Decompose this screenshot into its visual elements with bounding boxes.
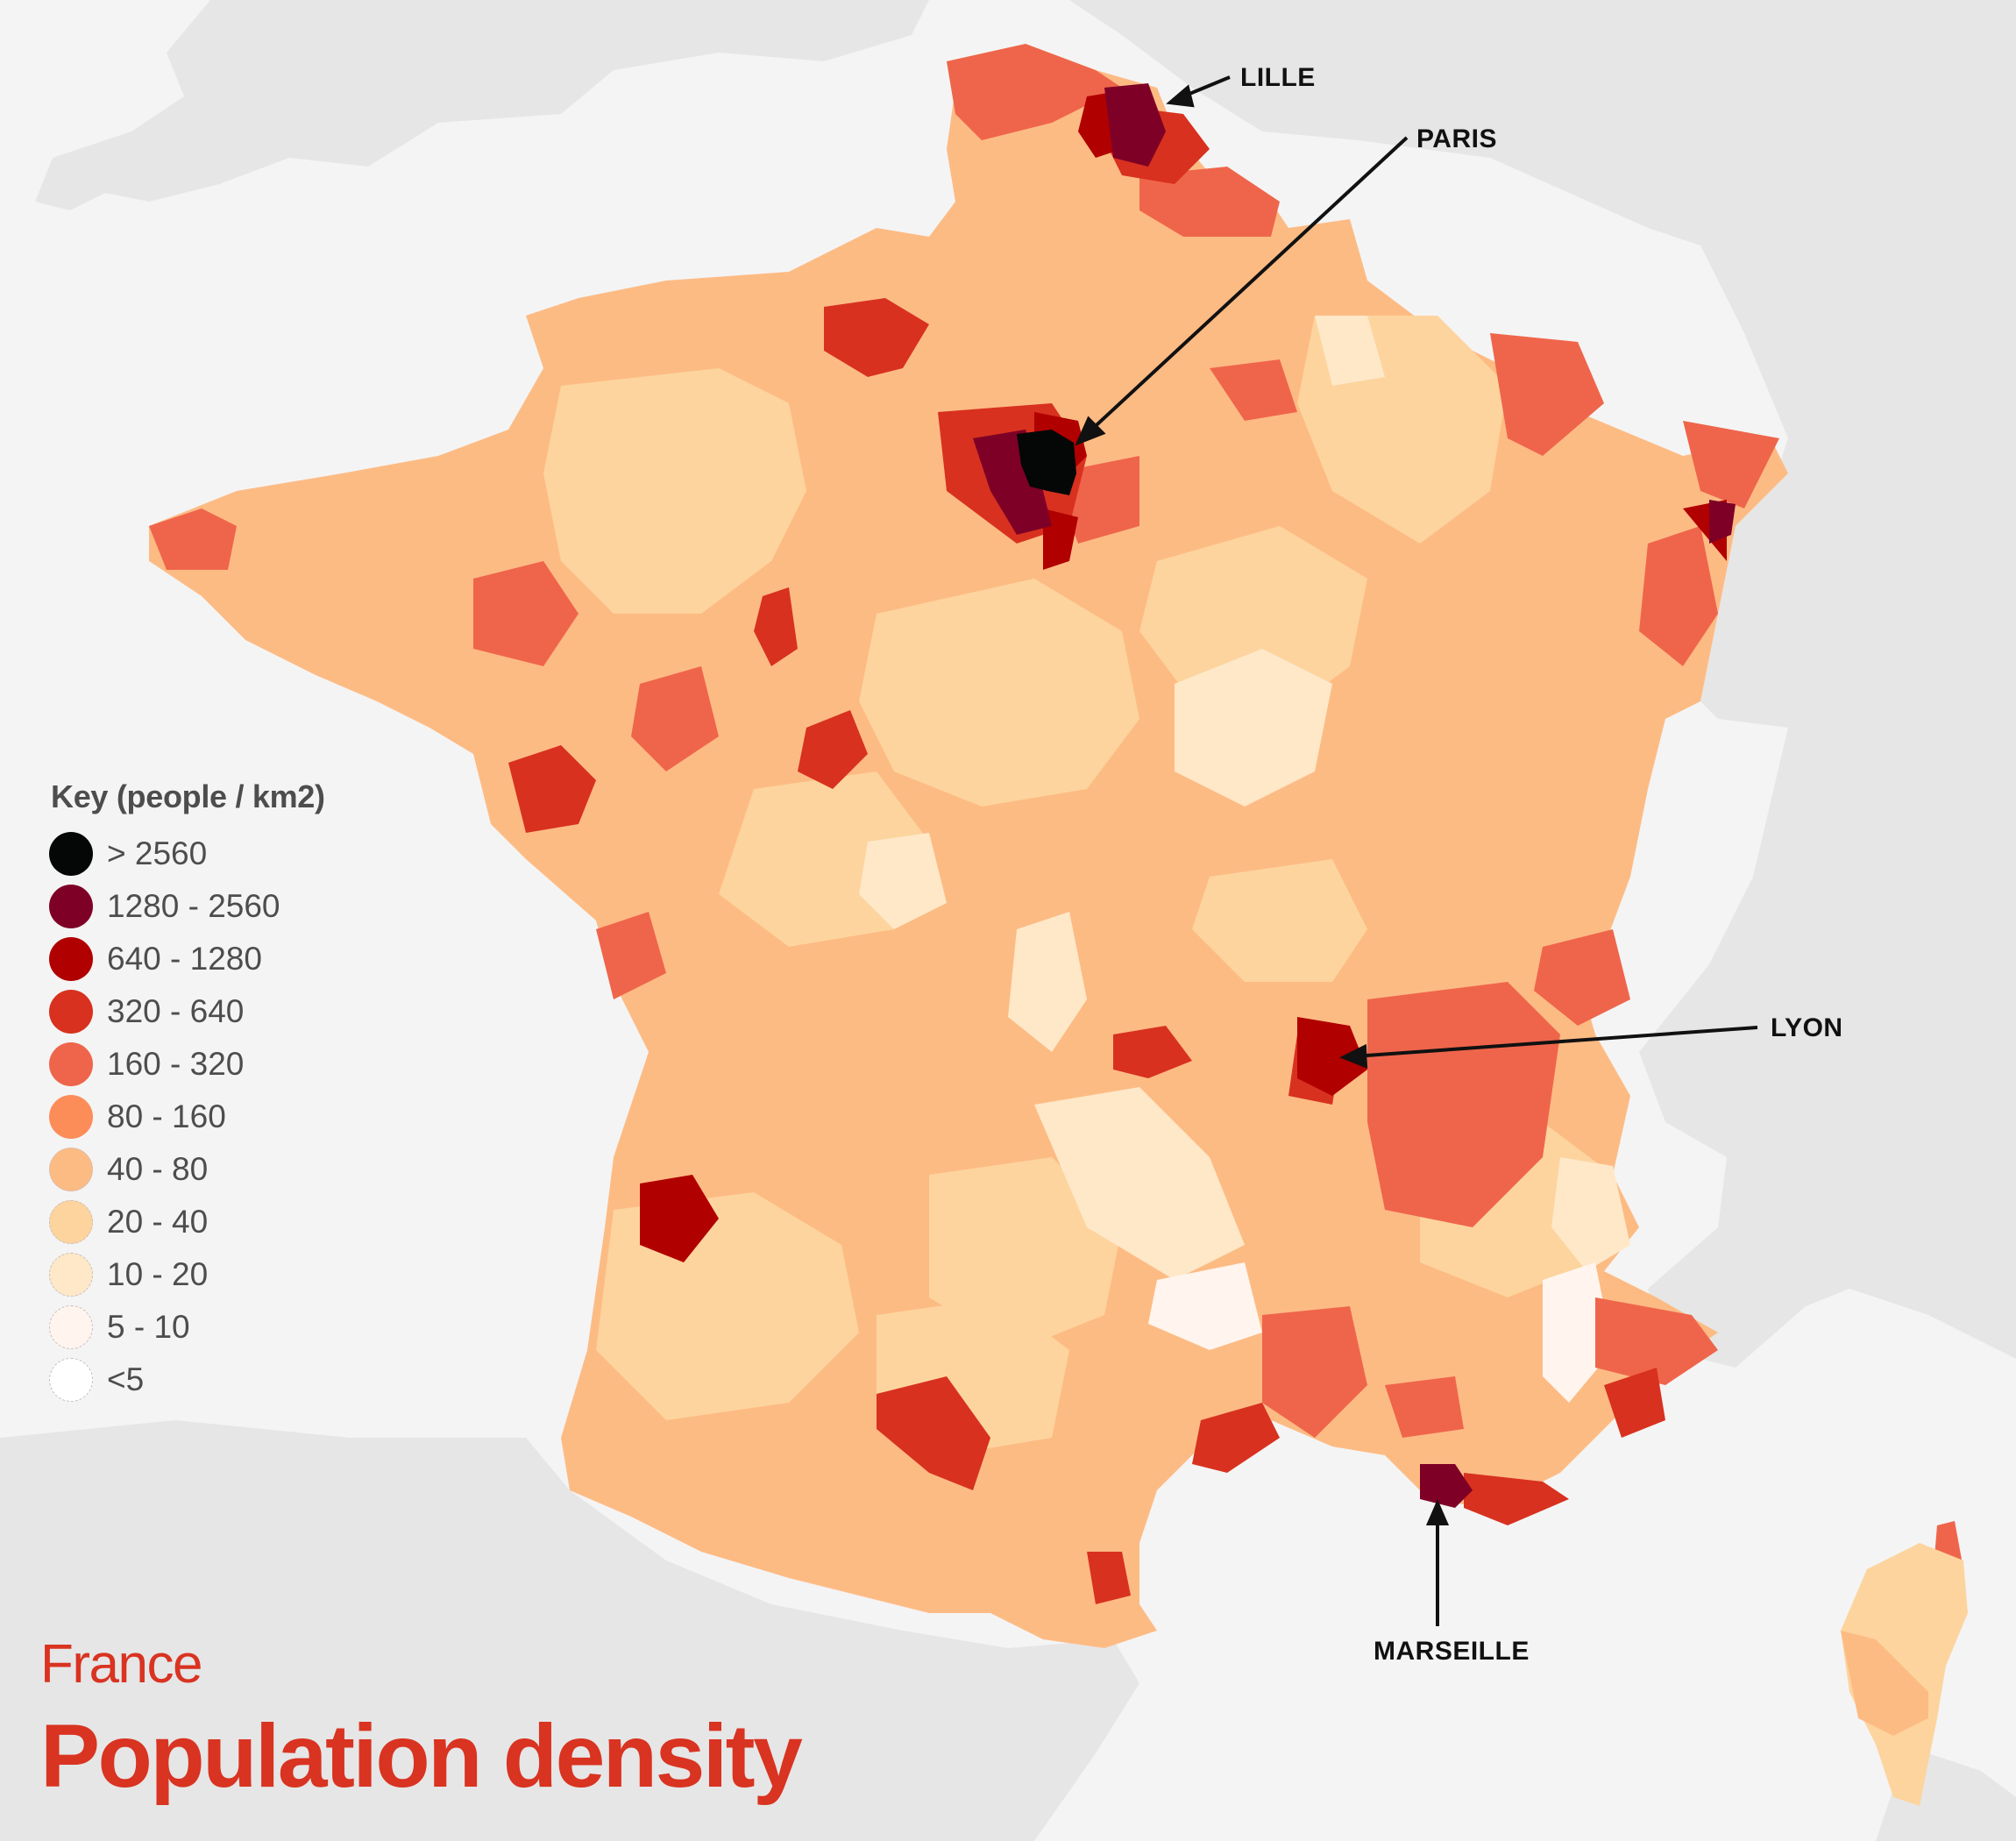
legend-label: 320 - 640 bbox=[107, 993, 245, 1029]
legend-swatch-icon bbox=[49, 1200, 93, 1244]
legend-item: 5 - 10 bbox=[49, 1301, 325, 1354]
legend-swatch-icon bbox=[49, 990, 93, 1034]
lyon-arrow-icon bbox=[1353, 1026, 1758, 1058]
legend-item: 80 - 160 bbox=[49, 1091, 325, 1143]
spain-landmass bbox=[0, 1420, 1139, 1841]
france-regions bbox=[149, 44, 1968, 1806]
legend-swatch-icon bbox=[49, 1253, 93, 1297]
legend-label: 20 - 40 bbox=[107, 1204, 209, 1240]
central-europe-landmass bbox=[1069, 0, 2016, 1368]
legend-label: 10 - 20 bbox=[107, 1256, 209, 1292]
city-label-lille: LILLE bbox=[1240, 63, 1316, 92]
legend-label: 5 - 10 bbox=[107, 1309, 190, 1345]
legend-item: 1280 - 2560 bbox=[49, 880, 325, 933]
paris-arrow-icon bbox=[1085, 136, 1409, 436]
legend-item: 160 - 320 bbox=[49, 1038, 325, 1091]
legend-swatch-icon bbox=[49, 1358, 93, 1402]
city-label-marseille: MARSEILLE bbox=[1374, 1637, 1530, 1666]
legend-item: 320 - 640 bbox=[49, 985, 325, 1038]
city-label-paris: PARIS bbox=[1416, 124, 1497, 153]
map-subtitle: France bbox=[40, 1634, 202, 1695]
paris-region bbox=[1017, 430, 1076, 495]
legend-label: 1280 - 2560 bbox=[107, 888, 280, 924]
map-title: Population density bbox=[40, 1706, 803, 1806]
legend-label: > 2560 bbox=[107, 835, 208, 871]
legend-item: 640 - 1280 bbox=[49, 933, 325, 985]
uk-landmass bbox=[35, 0, 929, 210]
legend-swatch-icon bbox=[49, 832, 93, 876]
legend-swatch-icon bbox=[49, 885, 93, 928]
legend-swatch-icon bbox=[49, 1305, 93, 1349]
legend-swatch-icon bbox=[49, 1148, 93, 1191]
title-block: France Population density bbox=[40, 1634, 803, 1806]
annotation-arrows bbox=[1075, 75, 1758, 1626]
legend-swatch-icon bbox=[49, 1095, 93, 1139]
legend-label: 40 - 80 bbox=[107, 1151, 209, 1187]
legend-label: 160 - 320 bbox=[107, 1046, 245, 1082]
legend-item: > 2560 bbox=[49, 828, 325, 880]
legend-item: 20 - 40 bbox=[49, 1196, 325, 1248]
legend-item: <5 bbox=[49, 1354, 325, 1406]
legend-swatch-icon bbox=[49, 1042, 93, 1086]
legend-title: Key (people / km2) bbox=[51, 778, 325, 814]
legend: Key (people / km2) > 2560 1280 - 2560 64… bbox=[49, 778, 325, 1406]
legend-item: 40 - 80 bbox=[49, 1143, 325, 1196]
legend-swatch-icon bbox=[49, 937, 93, 981]
legend-label: 640 - 1280 bbox=[107, 941, 262, 977]
city-label-lyon: LYON bbox=[1771, 1013, 1843, 1042]
legend-label: <5 bbox=[107, 1361, 145, 1397]
legend-item: 10 - 20 bbox=[49, 1248, 325, 1301]
legend-label: 80 - 160 bbox=[107, 1098, 226, 1134]
